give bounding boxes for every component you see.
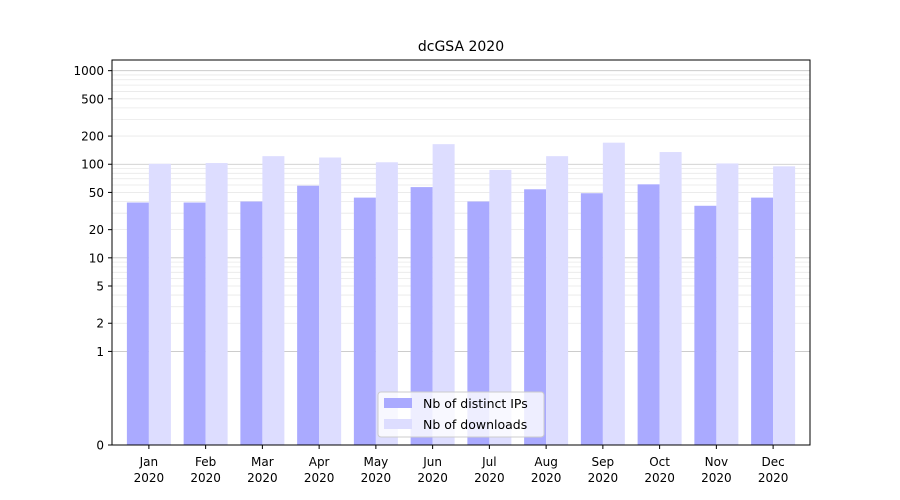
bar-distinct-ips <box>183 202 206 445</box>
bar-distinct-ips <box>580 193 603 445</box>
x-tick-label-year: 2020 <box>247 471 278 485</box>
legend-swatch-ips <box>384 398 412 408</box>
x-tick-label-month: Jun <box>422 455 442 469</box>
bar-downloads <box>375 162 398 446</box>
x-tick-label-year: 2020 <box>304 471 335 485</box>
legend-label-downloads: Nb of downloads <box>423 417 527 432</box>
bar-downloads <box>205 163 228 445</box>
x-tick-label-month: Apr <box>309 455 330 469</box>
x-tick-label-month: Jul <box>481 455 496 469</box>
bars <box>126 142 796 446</box>
y-tick-label: 2 <box>96 317 104 331</box>
x-tick-label-year: 2020 <box>644 471 675 485</box>
bar-downloads <box>602 142 625 445</box>
bar-downloads <box>716 163 739 445</box>
plot-frame <box>111 59 811 446</box>
y-tick-label: 1 <box>96 345 104 359</box>
y-tick-label: 200 <box>81 130 104 144</box>
x-tick-label-year: 2020 <box>417 471 448 485</box>
y-tick-label: 20 <box>89 223 104 237</box>
y-tick-label: 0 <box>96 439 104 453</box>
bar-downloads <box>659 152 682 445</box>
y-tick-label: 5 <box>96 280 104 294</box>
bar-distinct-ips <box>353 197 376 445</box>
x-tick-label-year: 2020 <box>531 471 562 485</box>
bar-distinct-ips <box>524 189 547 445</box>
x-tick-label-month: Feb <box>195 455 216 469</box>
legend-box <box>377 391 545 438</box>
y-tick-label: 500 <box>81 92 104 106</box>
x-tick-label-month: Jan <box>139 455 159 469</box>
bar-distinct-ips <box>637 184 660 445</box>
bar-distinct-ips <box>410 187 433 445</box>
x-tick-label-month: Dec <box>761 455 784 469</box>
bar-downloads <box>432 144 455 445</box>
bar-distinct-ips <box>694 205 717 445</box>
bar-downloads <box>546 156 569 445</box>
legend-swatch-downloads <box>384 419 412 429</box>
x-tick-label-month: Oct <box>649 455 670 469</box>
x-tick-label-year: 2020 <box>588 471 619 485</box>
bar-distinct-ips <box>126 202 149 445</box>
x-tick-label-year: 2020 <box>361 471 392 485</box>
x-tick-label-year: 2020 <box>701 471 732 485</box>
x-tick-label-month: May <box>363 455 388 469</box>
grid-lines <box>112 70 810 352</box>
y-tick-label: 50 <box>89 186 104 200</box>
bar-downloads <box>148 163 171 445</box>
bar-distinct-ips <box>751 197 774 445</box>
bar-downloads <box>773 166 796 445</box>
legend: Nb of distinct IPs Nb of downloads <box>377 391 545 438</box>
bar-distinct-ips <box>297 185 320 446</box>
x-tick-label-year: 2020 <box>134 471 165 485</box>
chart-title: dcGSA 2020 <box>418 39 504 55</box>
x-tick-label-year: 2020 <box>758 471 789 485</box>
legend-label-ips: Nb of distinct IPs <box>423 396 528 411</box>
bar-distinct-ips <box>467 201 490 445</box>
x-tick-label-year: 2020 <box>190 471 221 485</box>
y-tick-label: 100 <box>81 158 104 172</box>
x-tick-label-month: Mar <box>251 455 274 469</box>
x-tick-label-month: Nov <box>705 455 728 469</box>
bar-downloads <box>319 157 342 445</box>
y-tick-label: 1000 <box>73 64 104 78</box>
y-tick-label: 10 <box>89 251 104 265</box>
y-axis: 0 1 2 5 10 20 50 100 200 500 1000 <box>73 64 112 453</box>
bar-downloads <box>262 156 285 445</box>
x-tick-label-year: 2020 <box>474 471 505 485</box>
x-tick-label-month: Sep <box>592 455 615 469</box>
bar-distinct-ips <box>240 201 263 445</box>
bar-downloads <box>489 169 512 445</box>
x-tick-label-month: Aug <box>534 455 557 469</box>
x-axis: Jan 2020 Feb 2020 Mar 2020 Apr 2020 May 2020 Jun 20… <box>134 445 789 485</box>
